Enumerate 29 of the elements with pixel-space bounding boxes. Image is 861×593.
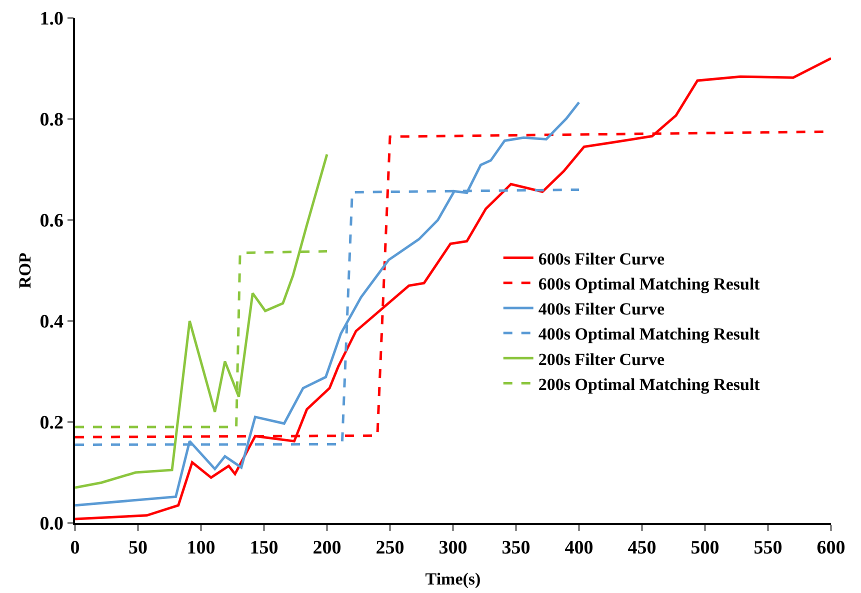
x-tick-label: 150	[250, 538, 278, 559]
x-tick-label: 600	[816, 538, 846, 559]
y-tick-label: 0.2	[40, 412, 64, 434]
y-tick-label: 0.0	[40, 514, 64, 535]
y-tick-label: 0.8	[40, 110, 64, 131]
y-tick-label: 0.4	[40, 312, 64, 333]
line-series	[75, 57, 831, 520]
x-tick-label: 500	[690, 538, 720, 559]
line-series	[75, 153, 328, 489]
y-tick-label: 1.0	[40, 8, 64, 30]
x-tick-label: 300	[438, 538, 468, 559]
x-tick-label: 450	[628, 538, 656, 559]
x-tick-label: 50	[128, 538, 148, 559]
y-tick-label: 0.6	[40, 210, 64, 232]
x-tick-label: 200	[312, 538, 342, 559]
legend-label: 400s Optimal Matching Result	[538, 324, 760, 344]
legend-label: 200s Optimal Matching Result	[538, 374, 760, 394]
legend-label: 600s Optimal Matching Result	[538, 274, 760, 294]
x-tick-label: 400	[564, 538, 594, 559]
x-axis-title: Time(s)	[425, 570, 481, 588]
x-tick-label: 250	[376, 538, 404, 559]
x-tick-label: 350	[502, 538, 530, 559]
legend-label: 400s Filter Curve	[538, 300, 666, 319]
y-axis-title: ROP	[16, 252, 34, 288]
x-tick-label: 0	[70, 538, 80, 559]
x-tick-label: 550	[754, 538, 782, 559]
legend-label: 600s Filter Curve	[538, 249, 666, 268]
legend-label: 200s Filter Curve	[538, 350, 666, 369]
x-tick-label: 100	[186, 538, 216, 559]
